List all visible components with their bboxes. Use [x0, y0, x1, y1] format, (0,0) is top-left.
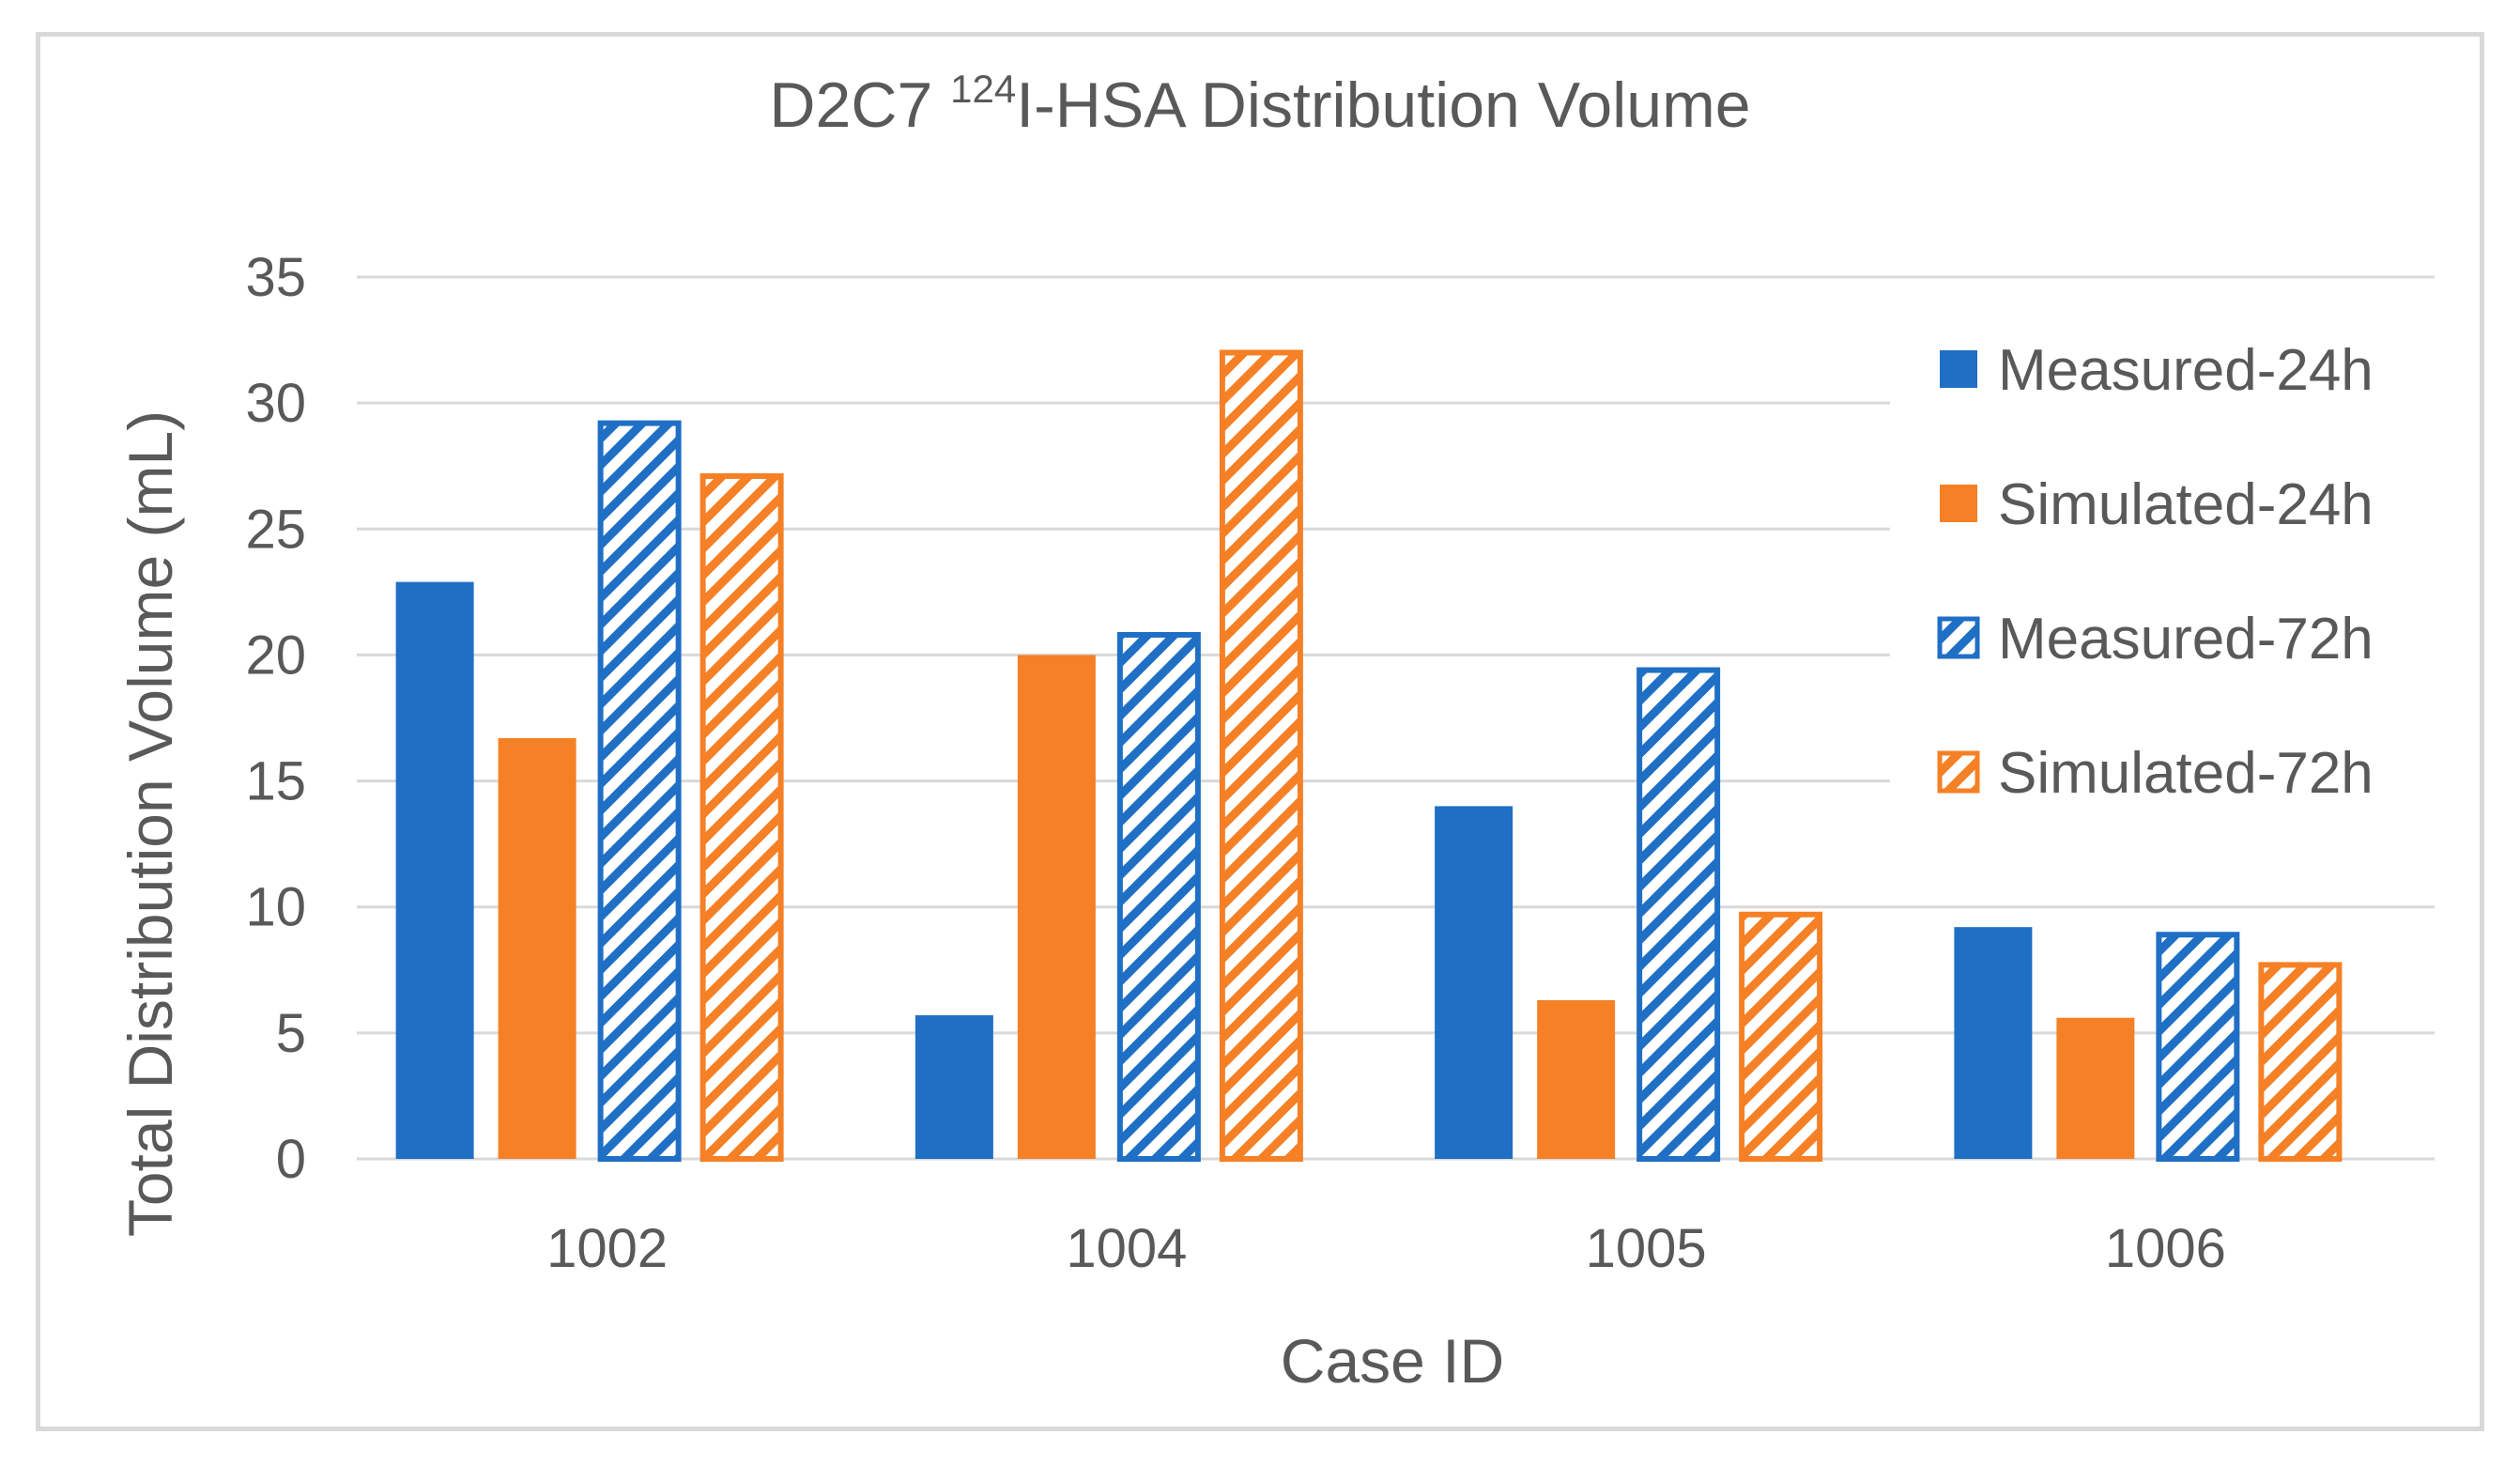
legend-label-measured-72h: Measured-72h	[1998, 607, 2374, 671]
chart-frame: D2C7 124I-HSA Distribution Volume 0 5 10 15…	[36, 32, 2484, 1431]
legend-swatch-simulated-24h	[1940, 485, 1977, 522]
legend: Measured-24h Simulated-24h Measured-72h Sim…	[1890, 315, 2463, 841]
x-tick-label: 1004	[1066, 1218, 1187, 1279]
bar-measured-24h-1006	[1954, 927, 2033, 1159]
y-tick-label: 5	[276, 1003, 306, 1064]
bars	[395, 349, 2343, 1163]
legend-label-simulated-24h: Simulated-24h	[1998, 472, 2374, 537]
x-tick-label: 1002	[546, 1218, 668, 1279]
legend-swatch-simulated-72h	[1937, 750, 1980, 794]
bar-simulated-24h-1005	[1537, 999, 1616, 1159]
y-tick-label: 0	[276, 1129, 306, 1190]
title-superscript: 124	[950, 67, 1016, 111]
bar-measured-24h-1002	[395, 581, 474, 1159]
y-tick-label: 25	[245, 499, 306, 560]
bar-simulated-72h-1006	[2258, 962, 2343, 1162]
legend-background	[1890, 315, 2463, 841]
y-axis-ticks: 0 5 10 15 20 25 30 35	[245, 247, 306, 1190]
bar-simulated-24h-1006	[2056, 1017, 2135, 1159]
chart-title: D2C7 124I-HSA Distribution Volume	[769, 67, 1750, 141]
bar-simulated-72h-1005	[1739, 911, 1823, 1163]
bar-simulated-24h-1002	[498, 737, 576, 1159]
bar-measured-24h-1004	[914, 1015, 993, 1159]
bar-simulated-72h-1004	[1219, 349, 1303, 1162]
bar-simulated-24h-1004	[1017, 655, 1096, 1159]
legend-swatch-measured-72h	[1937, 616, 1980, 659]
bar-measured-72h-1005	[1636, 667, 1721, 1162]
bar-chart: D2C7 124I-HSA Distribution Volume 0 5 10 15…	[115, 67, 2463, 1396]
y-axis-title: Total Distribution Volume (mL)	[115, 410, 185, 1237]
y-tick-label: 20	[245, 625, 306, 686]
bar-simulated-72h-1002	[699, 472, 784, 1162]
bar-measured-72h-1004	[1116, 631, 1201, 1162]
y-tick-label: 35	[245, 247, 306, 308]
x-axis-title: Case ID	[1281, 1326, 1504, 1396]
y-tick-label: 10	[245, 877, 306, 938]
y-tick-label: 15	[245, 751, 306, 812]
legend-label-measured-24h: Measured-24h	[1998, 338, 2374, 403]
bar-measured-72h-1006	[2156, 932, 2240, 1162]
legend-label-simulated-72h: Simulated-72h	[1998, 741, 2374, 806]
bar-measured-24h-1005	[1435, 806, 1514, 1159]
x-tick-label: 1005	[1586, 1218, 1707, 1279]
legend-swatch-measured-24h	[1940, 350, 1977, 388]
y-tick-label: 30	[245, 373, 306, 434]
bar-measured-72h-1002	[597, 420, 682, 1162]
x-axis-ticks: 1002 1004 1005 1006	[546, 1218, 2226, 1279]
x-tick-label: 1006	[2105, 1218, 2226, 1279]
